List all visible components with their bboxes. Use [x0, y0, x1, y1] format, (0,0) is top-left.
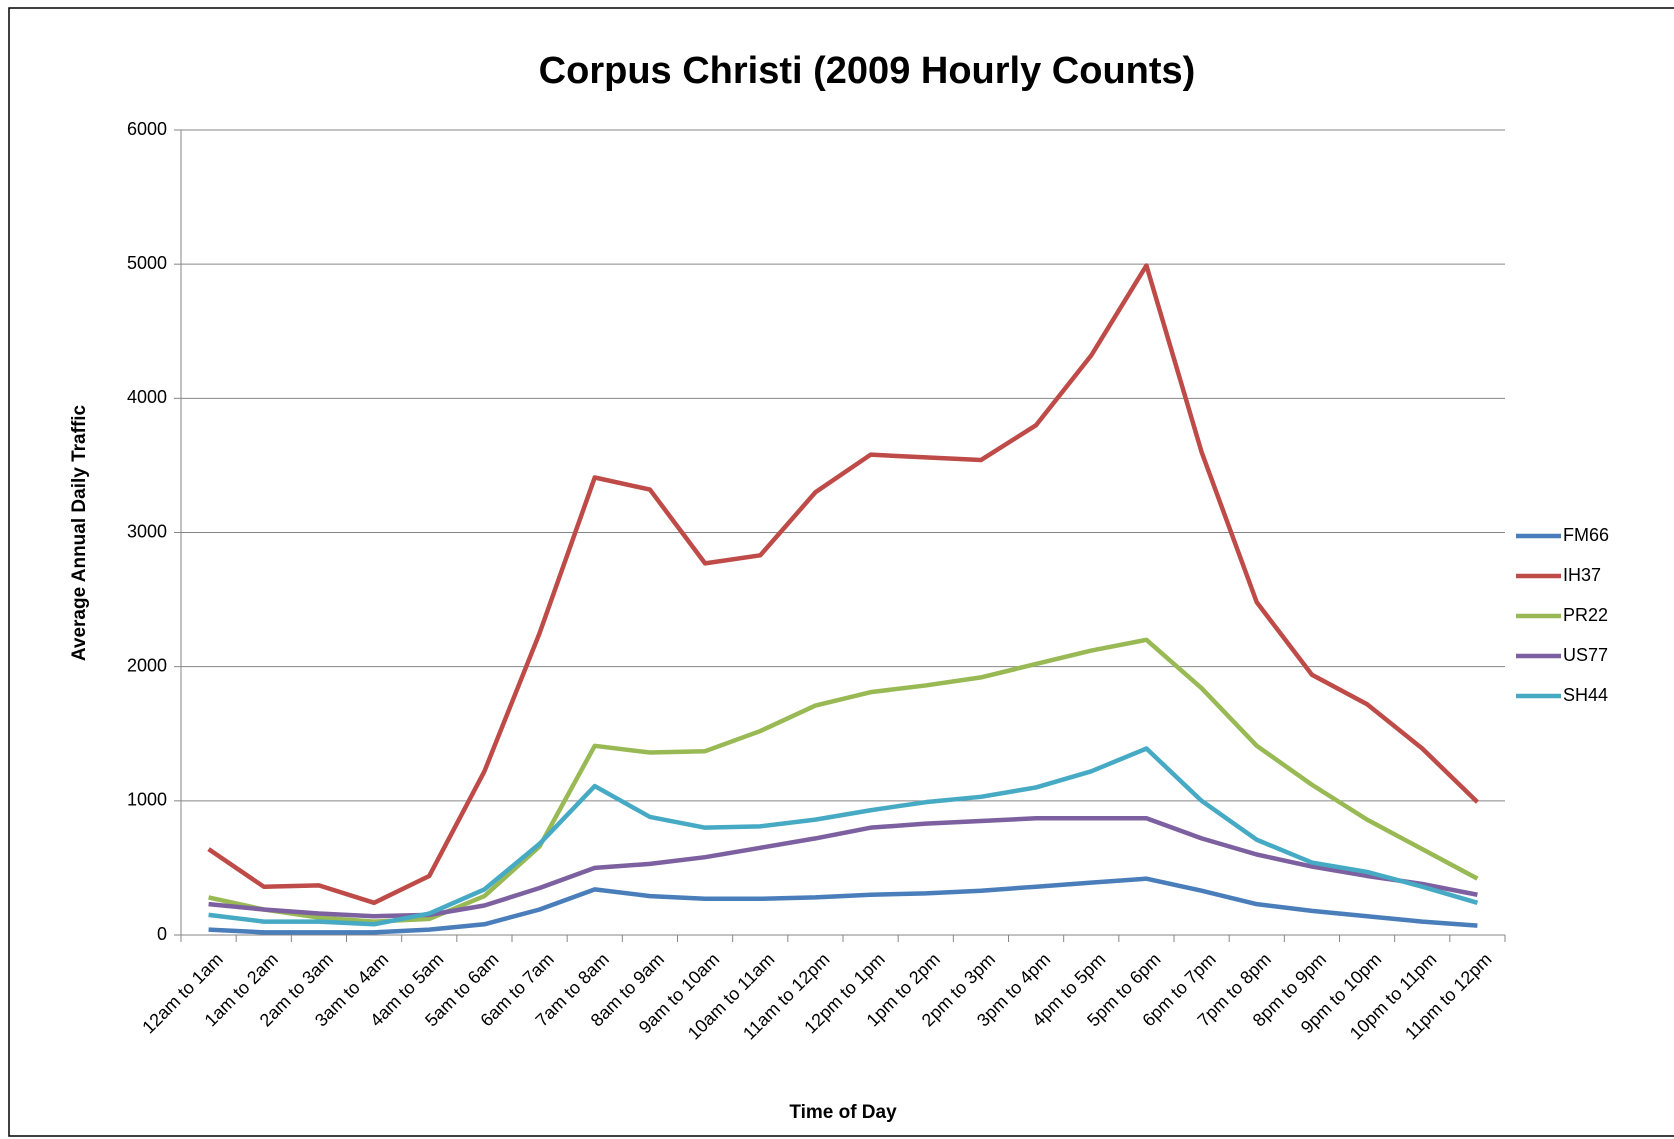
- y-tick-label: 2000: [127, 655, 167, 675]
- y-tick-label: 0: [157, 924, 167, 944]
- legend-label: PR22: [1563, 605, 1608, 625]
- chart-border: [8, 7, 1674, 1137]
- line-series: [208, 637, 1479, 924]
- y-tick-label: 3000: [127, 521, 167, 541]
- line-series: [208, 816, 1478, 919]
- line-series: [208, 746, 1479, 927]
- y-tick-label: 6000: [127, 119, 167, 139]
- line-series: [207, 263, 1479, 906]
- legend-label: SH44: [1563, 685, 1608, 705]
- x-axis-title: Time of Day: [789, 1102, 897, 1123]
- y-tick-label: 5000: [127, 253, 167, 273]
- line-series: [208, 876, 1478, 935]
- y-axis-title: Average Annual Daily Traffic: [69, 404, 90, 661]
- y-tick-label: 1000: [127, 790, 167, 810]
- chart-title: Corpus Christi (2009 Hourly Counts): [539, 50, 1196, 92]
- legend-label: FM66: [1563, 525, 1609, 545]
- y-tick-label: 4000: [127, 387, 167, 407]
- legend-label: US77: [1563, 645, 1608, 665]
- legend-label: IH37: [1563, 565, 1601, 585]
